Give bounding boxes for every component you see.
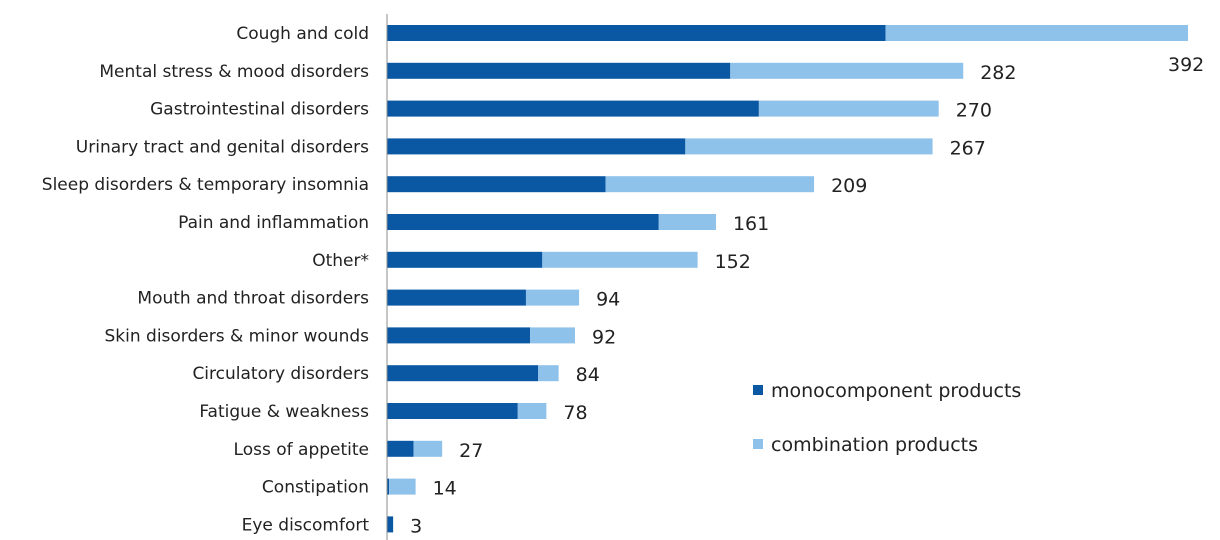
- bar-mono-mental-stress-mood-disorders: [387, 62, 731, 79]
- bar-mono-eye-discomfort: [387, 516, 394, 533]
- total-label-mental-stress-mood-disorders: 282: [980, 62, 1016, 84]
- total-label-urinary-tract-and-genital-disorders: 267: [950, 137, 986, 159]
- bar-combo-mental-stress-mood-disorders: [730, 62, 964, 79]
- category-label-pain-and-inflammation: Pain and inflammation: [178, 213, 369, 233]
- category-label-mental-stress-mood-disorders: Mental stress & mood disorders: [99, 62, 369, 82]
- legend: monocomponent products combination produ…: [753, 380, 1021, 456]
- total-label-pain-and-inflammation: 161: [733, 213, 769, 235]
- bar-combo-pain-and-inflammation: [658, 214, 716, 230]
- bars-layer: [387, 25, 1188, 533]
- category-label-urinary-tract-and-genital-disorders: Urinary tract and genital disorders: [76, 137, 369, 157]
- bar-combo-circulatory-disorders: [538, 365, 559, 382]
- legend-label-combination: combination products: [771, 434, 978, 456]
- bar-combo-constipation: [389, 478, 416, 495]
- bar-combo-other: [542, 251, 698, 268]
- bar-combo-skin-disorders-minor-wounds: [530, 327, 575, 344]
- bar-combo-mouth-and-throat-disorders: [525, 289, 580, 306]
- total-label-other: 152: [715, 251, 751, 273]
- legend-label-monocomponent: monocomponent products: [771, 380, 1021, 402]
- total-label-skin-disorders-minor-wounds: 92: [592, 326, 616, 348]
- total-label-circulatory-disorders: 84: [576, 364, 600, 386]
- bar-mono-other: [387, 251, 543, 268]
- total-label-constipation: 14: [433, 478, 457, 500]
- total-label-loss-of-appetite: 27: [459, 440, 483, 462]
- category-label-constipation: Constipation: [262, 478, 369, 498]
- bar-mono-cough-and-cold: [387, 25, 886, 41]
- bar-mono-skin-disorders-minor-wounds: [387, 327, 531, 344]
- category-labels: Cough and cold Mental stress & mood disor…: [42, 24, 370, 535]
- bar-combo-gastrointestinal-disorders: [758, 100, 939, 117]
- bar-combo-cough-and-cold: [885, 25, 1188, 41]
- total-label-gastrointestinal-disorders: 270: [956, 100, 992, 122]
- legend-swatch-monocomponent: [753, 385, 763, 395]
- bar-mono-fatigue-weakness: [387, 403, 518, 419]
- total-label-cough-and-cold: 392: [1168, 54, 1204, 76]
- total-label-sleep-disorders-temporary-insomnia: 209: [831, 175, 867, 197]
- total-label-eye-discomfort: 3: [410, 515, 422, 537]
- category-label-eye-discomfort: Eye discomfort: [242, 515, 370, 535]
- bar-combo-fatigue-weakness: [517, 403, 547, 419]
- bar-mono-constipation: [387, 478, 390, 495]
- bar-combo-loss-of-appetite: [413, 440, 443, 457]
- category-label-fatigue-weakness: Fatigue & weakness: [199, 402, 369, 422]
- bar-combo-sleep-disorders-temporary-insomnia: [605, 176, 815, 193]
- legend-swatch-combination: [753, 439, 763, 449]
- category-label-circulatory-disorders: Circulatory disorders: [192, 364, 369, 384]
- bar-mono-mouth-and-throat-disorders: [387, 289, 526, 306]
- category-label-gastrointestinal-disorders: Gastrointestinal disorders: [150, 100, 369, 120]
- bar-mono-pain-and-inflammation: [387, 214, 659, 230]
- bar-mono-circulatory-disorders: [387, 365, 539, 382]
- bar-mono-gastrointestinal-disorders: [387, 100, 759, 117]
- category-label-other: Other*: [312, 251, 369, 271]
- bar-mono-sleep-disorders-temporary-insomnia: [387, 176, 606, 193]
- bar-mono-urinary-tract-and-genital-disorders: [387, 138, 686, 155]
- total-label-mouth-and-throat-disorders: 94: [596, 289, 620, 311]
- category-label-mouth-and-throat-disorders: Mouth and throat disorders: [137, 289, 369, 309]
- total-label-fatigue-weakness: 78: [563, 402, 587, 424]
- bar-combo-urinary-tract-and-genital-disorders: [685, 138, 933, 155]
- category-label-cough-and-cold: Cough and cold: [236, 24, 369, 44]
- category-label-loss-of-appetite: Loss of appetite: [234, 440, 369, 460]
- category-label-sleep-disorders-temporary-insomnia: Sleep disorders & temporary insomnia: [42, 175, 369, 195]
- bar-mono-loss-of-appetite: [387, 440, 414, 457]
- category-label-skin-disorders-minor-wounds: Skin disorders & minor wounds: [104, 326, 369, 346]
